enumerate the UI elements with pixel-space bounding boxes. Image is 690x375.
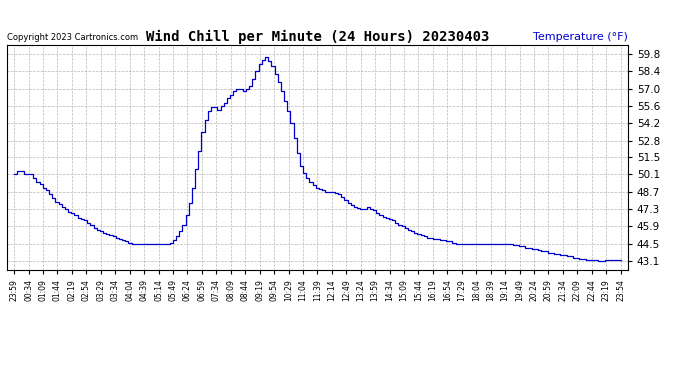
Title: Wind Chill per Minute (24 Hours) 20230403: Wind Chill per Minute (24 Hours) 2023040…: [146, 30, 489, 44]
Text: Temperature (°F): Temperature (°F): [533, 32, 628, 42]
Text: Copyright 2023 Cartronics.com: Copyright 2023 Cartronics.com: [7, 33, 138, 42]
